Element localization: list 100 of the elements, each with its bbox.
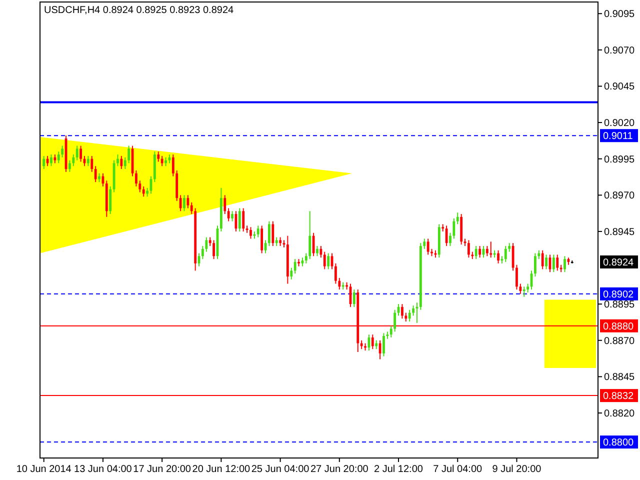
candlestick [231, 210, 234, 222]
candlestick [86, 155, 90, 167]
candlestick [120, 155, 123, 170]
x-tick-label: 10 Jun 2014 [16, 464, 72, 475]
candlestick [490, 241, 492, 258]
candlestick [242, 208, 245, 232]
y-tick-label: 0.8820 [604, 408, 636, 420]
candlestick [157, 151, 160, 162]
candlestick [61, 145, 64, 158]
candlestick [541, 250, 544, 270]
y-tick-label: 0.8995 [604, 154, 636, 166]
candlestick [202, 245, 204, 260]
candlestick [72, 154, 75, 167]
ref-line-label: 0.8832 [603, 391, 634, 402]
ref-line-label: 0.8902 [603, 289, 634, 300]
candlestick [256, 225, 260, 238]
candlestick [42, 155, 46, 170]
candlestick [205, 236, 208, 252]
candlestick [497, 250, 500, 264]
candlestick [290, 267, 293, 280]
candlestick [138, 180, 142, 193]
candlestick [545, 254, 548, 270]
x-tick-label: 20 Jun 12:00 [192, 464, 251, 475]
y-tick-label: 0.8870 [604, 336, 636, 347]
candlestick [260, 225, 264, 254]
candlestick [371, 334, 374, 350]
candlestick [320, 245, 322, 258]
candlestick [426, 238, 430, 256]
candlestick [304, 252, 308, 264]
candlestick [504, 245, 507, 262]
ref-line-label: 0.8800 [603, 438, 634, 449]
candlestick [76, 145, 78, 161]
candlestick [80, 145, 82, 162]
candlestick [160, 155, 164, 167]
candlestick [382, 332, 385, 357]
y-tick-label: 0.8895 [604, 300, 636, 311]
candlestick [408, 309, 411, 322]
candlestick [190, 202, 193, 215]
candlestick [308, 210, 312, 260]
candlestick [474, 245, 478, 260]
text: 0.8924 [603, 257, 634, 268]
candlestick [268, 220, 270, 246]
candlestick [250, 226, 252, 240]
candlestick [142, 186, 145, 198]
candlestick [394, 309, 396, 332]
candlestick [452, 218, 456, 240]
candlestick [456, 212, 459, 225]
candlestick [522, 286, 526, 298]
candlestick [423, 238, 426, 250]
x-tick-label: 2 Jul 12:00 [374, 464, 424, 475]
candlestick [556, 254, 559, 272]
candlestick [109, 186, 112, 215]
candlestick [294, 258, 296, 274]
candlestick [212, 240, 215, 260]
candlestick [186, 194, 190, 209]
candlestick [227, 208, 230, 222]
candlestick [68, 160, 71, 172]
candlestick [390, 325, 392, 338]
candlestick [338, 277, 341, 290]
candlestick [486, 245, 488, 257]
x-tick-label: 7 Jul 04:00 [433, 464, 483, 475]
candlestick [334, 262, 337, 284]
candlestick [412, 305, 414, 316]
candlestick [327, 252, 330, 270]
candlestick [50, 154, 52, 167]
candlestick [564, 256, 566, 273]
candlestick [449, 232, 452, 246]
candlestick [516, 264, 518, 290]
y-tick-label: 0.9095 [604, 9, 636, 20]
x-tick-label: 17 Jun 20:00 [133, 464, 192, 475]
chart-title: USDCHF,H4 0.8924 0.8925 0.8923 0.8924 [44, 5, 234, 16]
x-tick-label: 13 Jun 04:00 [74, 464, 132, 475]
candlestick [272, 220, 274, 246]
candlestick [135, 170, 138, 187]
candlestick [172, 154, 174, 177]
candlestick [94, 166, 97, 183]
x-tick-label: 27 Jun 20:00 [310, 464, 369, 475]
y-tick-label: 0.9045 [604, 82, 636, 93]
candlestick [519, 283, 522, 294]
candlestick [552, 254, 555, 273]
x-tick-label: 9 Jul 20:00 [492, 464, 542, 475]
candlestick [534, 252, 536, 277]
candlestick [238, 208, 241, 232]
y-tick-label: 0.8970 [604, 190, 636, 202]
candlestick [57, 151, 60, 164]
ref-line-label: 0.8880 [603, 321, 634, 332]
candlestick [183, 194, 186, 212]
candlestick [478, 245, 481, 258]
x-tick-label: 25 Jun 04:00 [251, 464, 310, 475]
candlestick [468, 240, 470, 258]
candlestick [352, 289, 356, 308]
candlestick [401, 304, 404, 320]
candlestick [128, 145, 130, 164]
candlestick [224, 194, 226, 215]
y-tick-label: 0.8845 [604, 372, 636, 384]
candlestick [90, 155, 94, 172]
y-tick-label: 0.9070 [604, 45, 636, 56]
candlestick [124, 156, 126, 170]
y-tick-label: 0.8945 [604, 226, 636, 238]
candlestick [116, 154, 119, 167]
